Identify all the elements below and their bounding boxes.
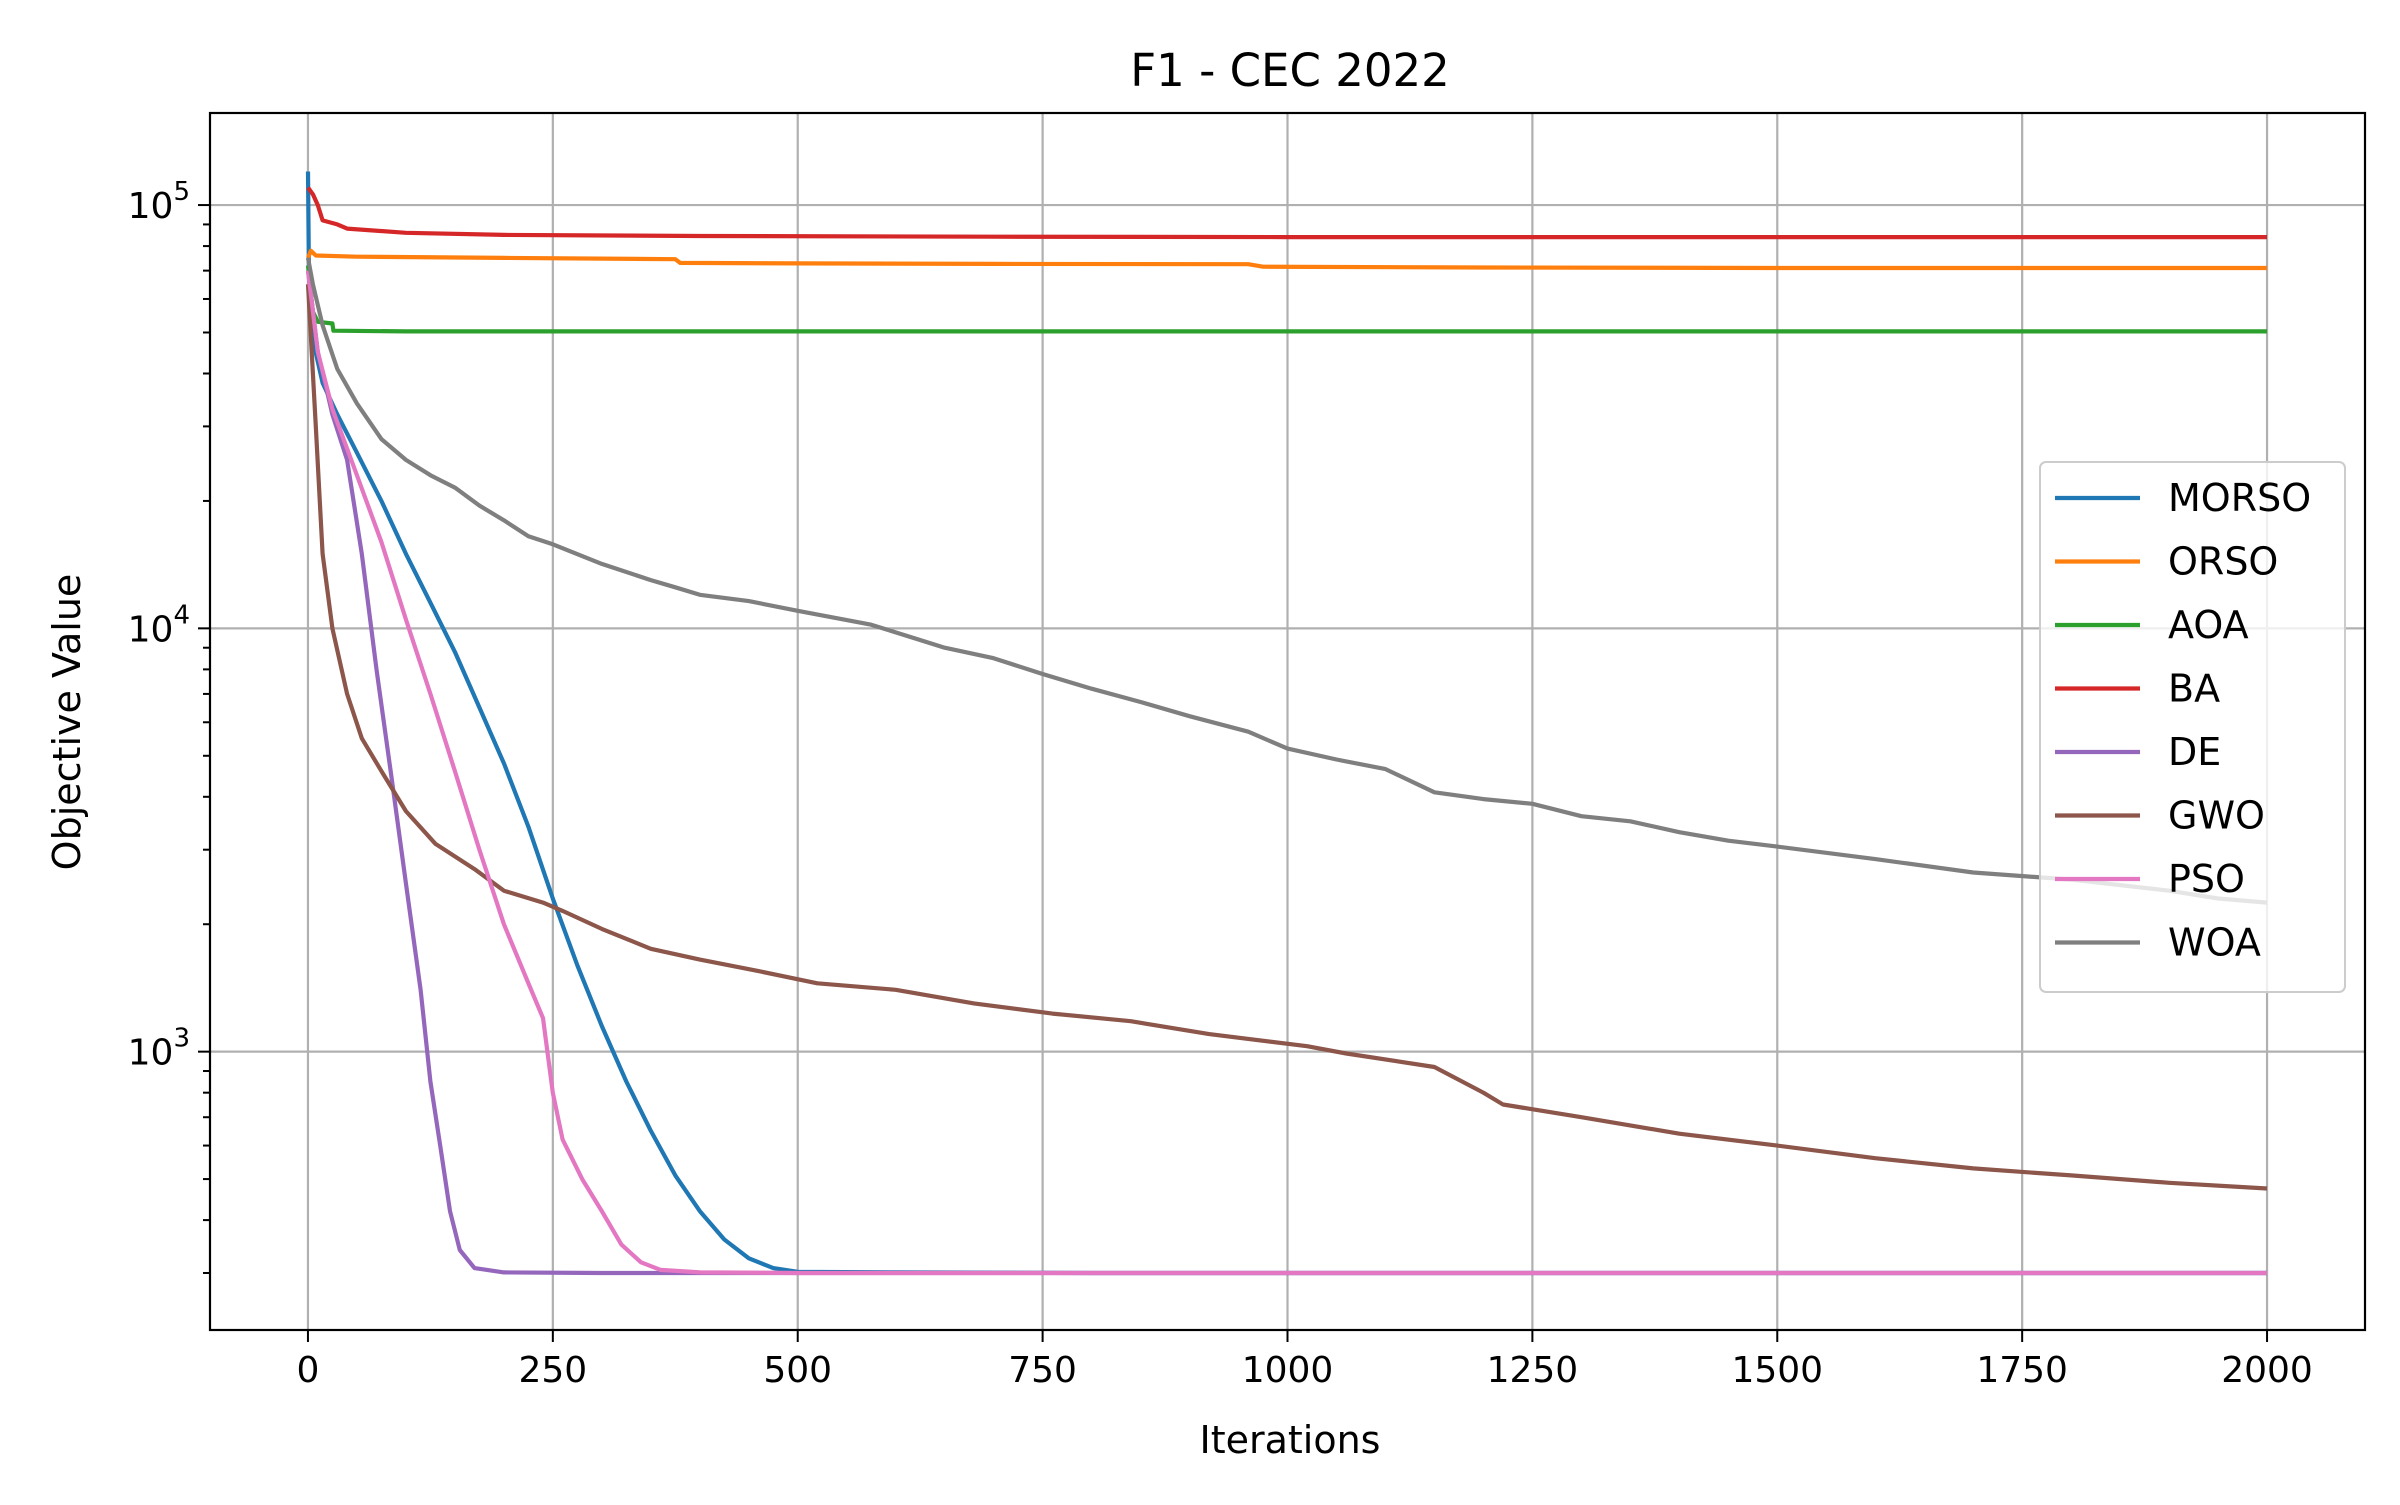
chart-title: F1 - CEC 2022 — [1130, 44, 1449, 97]
y-tick-base: 10 — [128, 186, 174, 227]
legend-label: WOA — [2168, 921, 2261, 965]
legend-label: MORSO — [2168, 476, 2311, 520]
legend-label: PSO — [2168, 857, 2245, 901]
legend: MORSO ORSO AOA BA DE GWO PSO WOA — [2040, 462, 2345, 992]
y-tick-base: 10 — [128, 609, 174, 650]
y-axis-label: Objective Value — [45, 574, 89, 871]
x-tick-label: 2000 — [2221, 1350, 2313, 1391]
x-axis-label: Iterations — [1200, 1418, 1381, 1462]
x-tick-label: 1000 — [1242, 1350, 1334, 1391]
x-tick-label: 750 — [1008, 1350, 1077, 1391]
x-tick-label: 0 — [297, 1350, 320, 1391]
legend-label: GWO — [2168, 794, 2265, 838]
legend-label: BA — [2168, 667, 2220, 711]
y-tick-exponent: 4 — [173, 600, 190, 630]
y-tick-exponent: 3 — [173, 1024, 190, 1054]
legend-label: ORSO — [2168, 540, 2278, 584]
x-tick-label: 1250 — [1487, 1350, 1579, 1391]
y-tick-base: 10 — [128, 1033, 174, 1074]
y-tick-exponent: 5 — [173, 177, 190, 207]
x-tick-label: 1500 — [1731, 1350, 1823, 1391]
x-tick-label: 1750 — [1976, 1350, 2068, 1391]
legend-label: DE — [2168, 730, 2221, 774]
x-tick-label: 500 — [763, 1350, 832, 1391]
legend-label: AOA — [2168, 603, 2249, 647]
x-tick-label: 250 — [518, 1350, 587, 1391]
